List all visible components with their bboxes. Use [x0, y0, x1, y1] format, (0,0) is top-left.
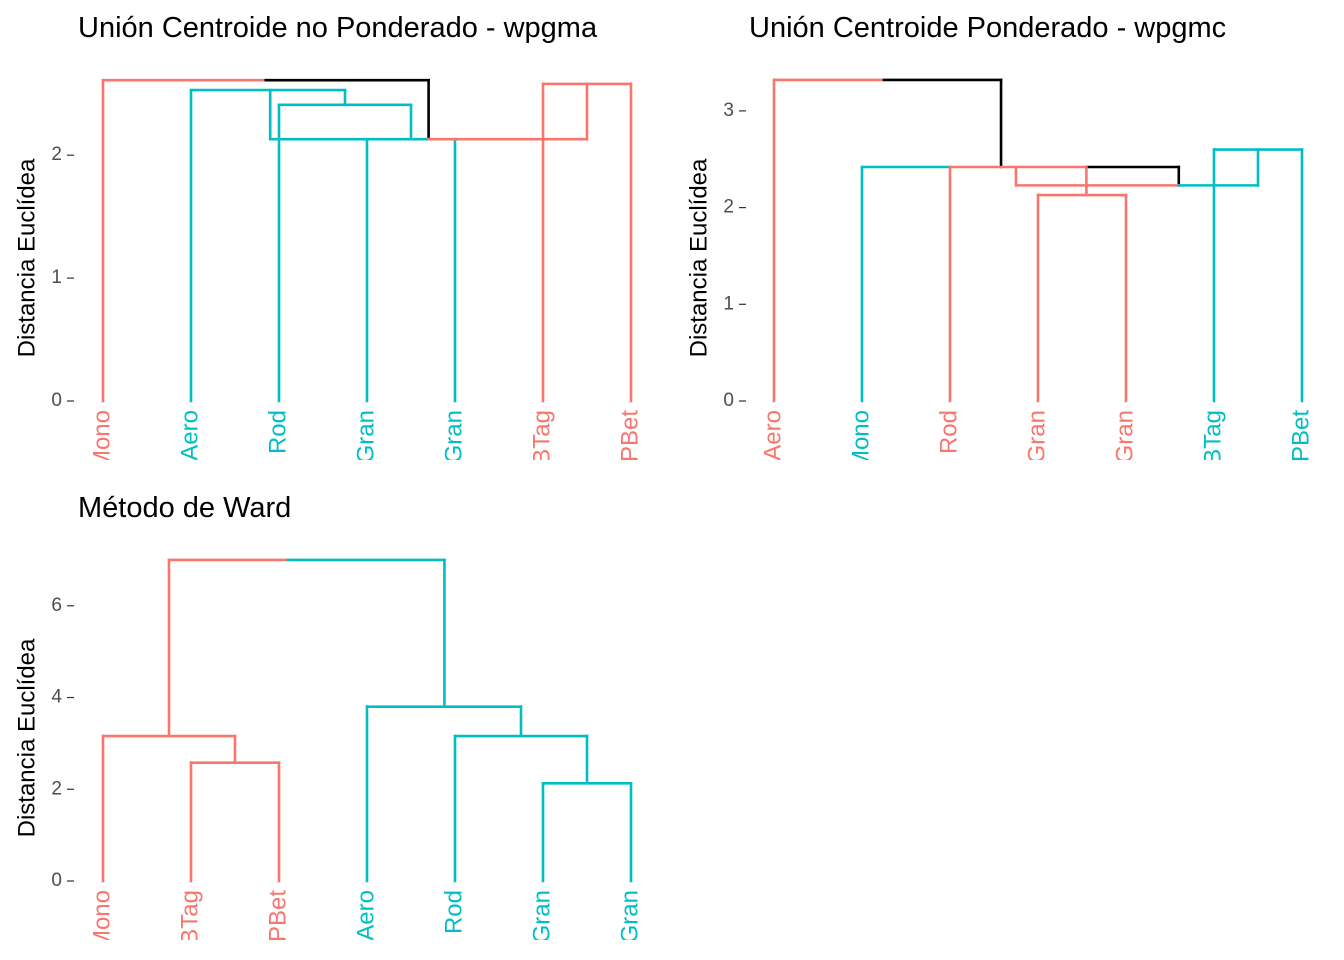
leaf-label: Mono: [88, 410, 115, 470]
leaf-label: Gran: [352, 410, 379, 463]
dendrogram-plot: Distancia Euclídea 0 2 4 6 Mono BTag PBet Aero Ro…: [13, 558, 643, 950]
leaf-label: Rod: [440, 890, 467, 934]
dendrogram-panel-ward: Método de Ward Distancia Euclídea 0 2 4 6 Mon…: [0, 480, 672, 960]
leaf-label: BTag: [1199, 410, 1226, 465]
y-tick-label: 1: [723, 293, 734, 314]
dendrogram-panel-wpgma: Unión Centroide no Ponderado - wpgma Dis…: [0, 0, 672, 480]
leaf-label: Aero: [759, 410, 786, 461]
y-axis-label: Distancia Euclídea: [685, 158, 712, 357]
chart-title: Unión Centroide no Ponderado - wpgma: [78, 12, 598, 44]
dendrogram-plot: Distancia Euclídea 0 1 2 3 Aero Mono Rod Gran Gra…: [685, 78, 1314, 470]
leaf-label: Gran: [440, 410, 467, 463]
dendrogram-panel-wpgmc: Unión Centroide Ponderado - wpgmc Distan…: [672, 0, 1344, 480]
leaf-label: PBet: [616, 410, 643, 462]
chart-title: Método de Ward: [78, 492, 292, 524]
y-tick-label: 0: [723, 390, 734, 411]
leaf-label: Rod: [935, 410, 962, 454]
leaf-label: PBet: [1287, 410, 1314, 462]
leaf-label: Aero: [176, 410, 203, 461]
leaf-label: PBet: [264, 890, 291, 942]
y-tick-label: 3: [723, 100, 734, 121]
chart-title: Unión Centroide Ponderado - wpgmc: [749, 12, 1227, 44]
leaf-label: Aero: [352, 890, 379, 941]
dendrogram-plot: Distancia Euclídea 0 1 2 Mono Aero Rod Gran Gran…: [13, 78, 643, 470]
leaf-label: Mono: [847, 410, 874, 470]
y-tick-label: 0: [51, 870, 62, 891]
y-axis-label: Distancia Euclídea: [13, 158, 40, 357]
y-tick-label: 2: [51, 778, 62, 799]
y-axis-label: Distancia Euclídea: [13, 638, 40, 837]
y-tick-label: 2: [723, 197, 734, 218]
leaf-label: Gran: [1111, 410, 1138, 463]
y-tick-label: 1: [51, 267, 62, 288]
leaf-label: Rod: [264, 410, 291, 454]
leaf-label: BTag: [528, 410, 555, 465]
y-tick-label: 6: [51, 595, 62, 616]
leaf-label: Mono: [88, 890, 115, 950]
leaf-label: BTag: [176, 890, 203, 945]
leaf-label: Gran: [1023, 410, 1050, 463]
y-tick-label: 2: [51, 144, 62, 165]
y-tick-label: 4: [51, 687, 62, 708]
leaf-label: Gran: [616, 890, 643, 943]
y-tick-label: 0: [51, 390, 62, 411]
leaf-label: Gran: [528, 890, 555, 943]
